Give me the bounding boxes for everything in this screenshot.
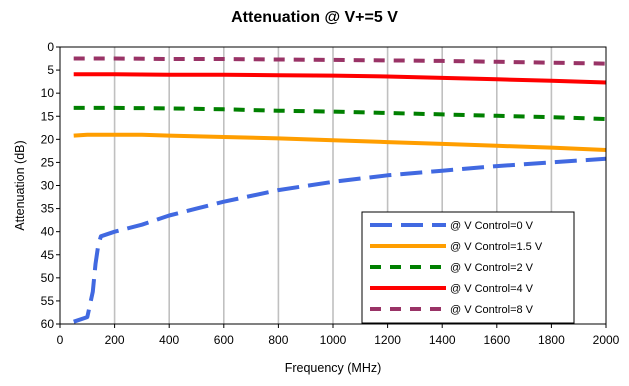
x-tick-label: 400 [159,333,179,347]
y-tick-label: 40 [41,225,55,239]
series-line-0 [73,156,607,324]
y-tick-label: 35 [41,202,55,216]
y-tick-label: 25 [41,155,55,169]
legend-label: @ V Control=8 V [450,304,534,316]
y-tick-label: 45 [41,248,55,262]
x-tick-label: 200 [105,333,125,347]
legend-label: @ V Control=4 V [450,283,534,295]
x-tick-label: 2000 [593,333,620,347]
y-tick-label: 15 [41,109,55,123]
series-line-3 [73,72,607,85]
y-tick-label: 30 [41,179,55,193]
x-tick-label: 1200 [374,333,401,347]
y-tick-label: 20 [41,132,55,146]
x-tick-label: 800 [268,333,288,347]
y-tick-label: 0 [47,40,54,54]
series-line-4 [73,56,607,66]
y-tick-label: 50 [41,271,55,285]
y-axis-title: Attenuation (dB) [13,140,27,230]
legend-label: @ V Control=1.5 V [450,241,543,253]
y-axis-ticks: 0 5 10 15 20 25 30 35 40 45 50 55 60 [41,40,60,331]
legend-label: @ V Control=2 V [450,262,534,274]
x-tick-label: 1600 [483,333,510,347]
y-tick-label: 55 [41,294,55,308]
x-tick-label: 1800 [538,333,565,347]
y-tick-label: 5 [47,63,54,77]
x-axis-title: Frequency (MHz) [285,361,382,375]
series-line-1 [73,132,607,152]
x-axis-ticks: 0 200 400 600 800 1000 1200 1400 1600 1800 2000 [57,324,620,347]
legend: @ V Control=0 V @ V Control=1.5 V @ V Cont… [361,211,575,324]
x-tick-label: 0 [57,333,64,347]
y-tick-label: 10 [41,86,55,100]
series-line-2 [73,105,607,121]
x-tick-label: 1400 [429,333,456,347]
y-tick-label: 60 [41,317,55,331]
chart-title: Attenuation @ V+=5 V [231,9,398,26]
x-tick-label: 600 [214,333,234,347]
legend-label: @ V Control=0 V [450,220,534,232]
series-lines [73,56,607,324]
x-tick-label: 1000 [320,333,347,347]
